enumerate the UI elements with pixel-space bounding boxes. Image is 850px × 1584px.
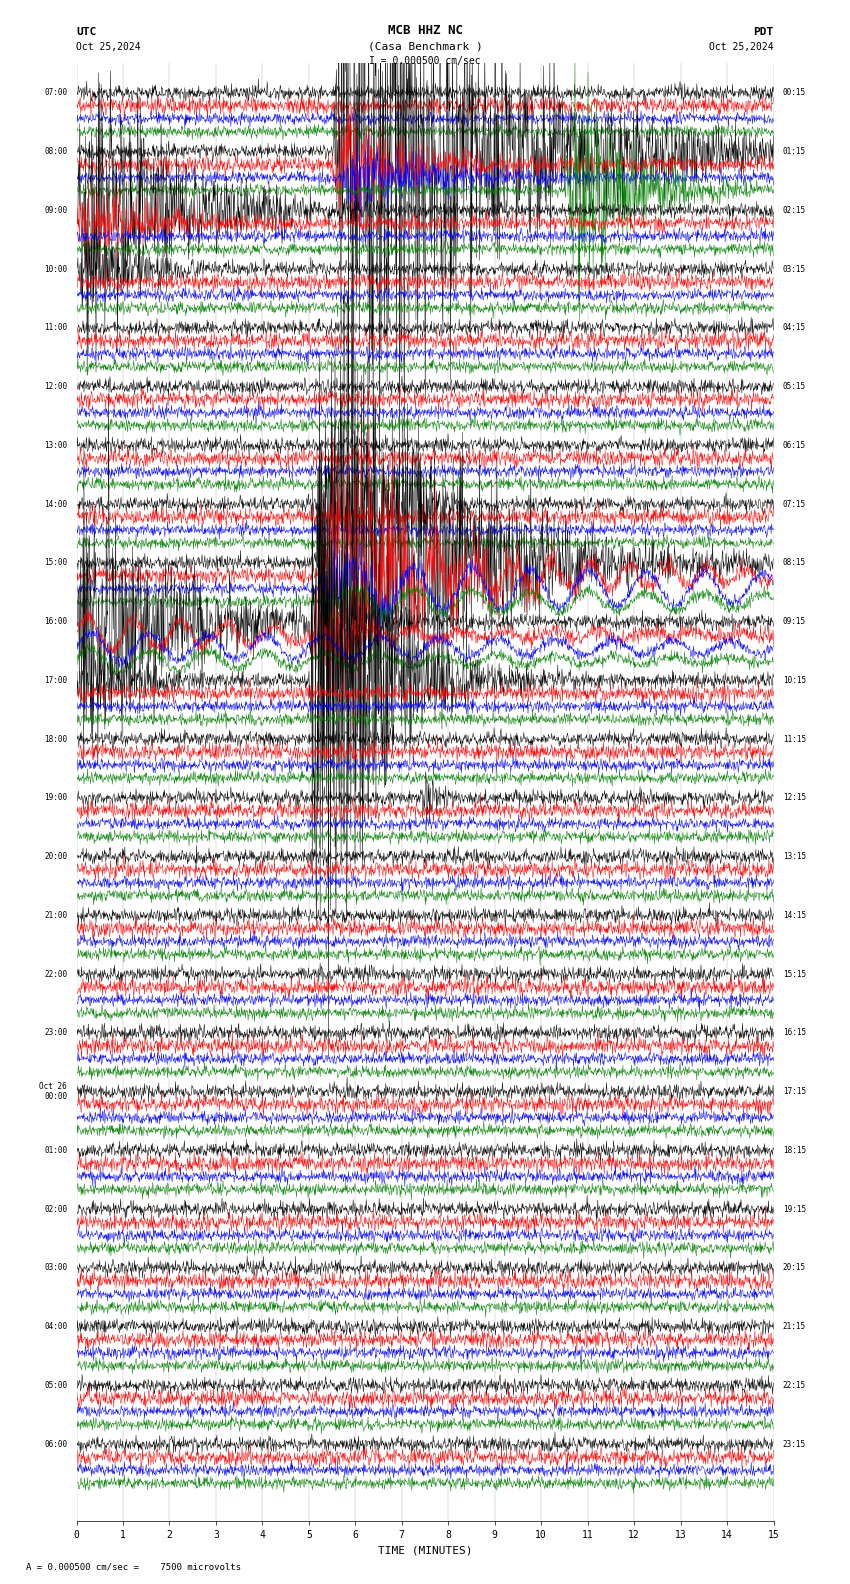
Text: 00:15: 00:15	[783, 89, 806, 97]
Text: 08:15: 08:15	[783, 558, 806, 567]
Text: I = 0.000500 cm/sec: I = 0.000500 cm/sec	[369, 57, 481, 67]
Text: 22:00: 22:00	[44, 969, 67, 979]
Text: (Casa Benchmark ): (Casa Benchmark )	[367, 41, 483, 52]
Text: 15:00: 15:00	[44, 558, 67, 567]
Text: 12:15: 12:15	[783, 794, 806, 803]
Text: 20:15: 20:15	[783, 1264, 806, 1272]
Text: 07:00: 07:00	[44, 89, 67, 97]
Text: 01:15: 01:15	[783, 147, 806, 155]
Text: MCB HHZ NC: MCB HHZ NC	[388, 24, 462, 36]
Text: 03:15: 03:15	[783, 265, 806, 274]
Text: 09:00: 09:00	[44, 206, 67, 215]
Text: 20:00: 20:00	[44, 852, 67, 862]
Text: 06:15: 06:15	[783, 440, 806, 450]
Text: 19:15: 19:15	[783, 1205, 806, 1213]
Text: 04:00: 04:00	[44, 1323, 67, 1331]
Text: 02:15: 02:15	[783, 206, 806, 215]
Text: 03:00: 03:00	[44, 1264, 67, 1272]
Text: 02:00: 02:00	[44, 1205, 67, 1213]
Text: 23:15: 23:15	[783, 1440, 806, 1449]
Text: 14:00: 14:00	[44, 499, 67, 508]
Text: 04:15: 04:15	[783, 323, 806, 333]
Text: A = 0.000500 cm/sec =    7500 microvolts: A = 0.000500 cm/sec = 7500 microvolts	[26, 1562, 241, 1571]
Text: 18:00: 18:00	[44, 735, 67, 743]
Text: 23:00: 23:00	[44, 1028, 67, 1038]
Text: 01:00: 01:00	[44, 1145, 67, 1155]
Text: 11:15: 11:15	[783, 735, 806, 743]
Text: 11:00: 11:00	[44, 323, 67, 333]
Text: Oct 25,2024: Oct 25,2024	[76, 41, 141, 52]
Text: 05:15: 05:15	[783, 382, 806, 391]
Text: 05:00: 05:00	[44, 1381, 67, 1391]
Text: 21:15: 21:15	[783, 1323, 806, 1331]
Text: 17:00: 17:00	[44, 676, 67, 684]
Text: 12:00: 12:00	[44, 382, 67, 391]
Text: 16:00: 16:00	[44, 618, 67, 626]
Text: 06:00: 06:00	[44, 1440, 67, 1449]
Text: Oct 26
00:00: Oct 26 00:00	[39, 1082, 67, 1101]
Text: UTC: UTC	[76, 27, 97, 36]
Text: 22:15: 22:15	[783, 1381, 806, 1391]
Text: Oct 25,2024: Oct 25,2024	[709, 41, 774, 52]
Text: 10:15: 10:15	[783, 676, 806, 684]
Text: 18:15: 18:15	[783, 1145, 806, 1155]
X-axis label: TIME (MINUTES): TIME (MINUTES)	[377, 1546, 473, 1555]
Text: 10:00: 10:00	[44, 265, 67, 274]
Text: 13:00: 13:00	[44, 440, 67, 450]
Text: 14:15: 14:15	[783, 911, 806, 920]
Text: 15:15: 15:15	[783, 969, 806, 979]
Text: 13:15: 13:15	[783, 852, 806, 862]
Text: 16:15: 16:15	[783, 1028, 806, 1038]
Text: 09:15: 09:15	[783, 618, 806, 626]
Text: 07:15: 07:15	[783, 499, 806, 508]
Text: PDT: PDT	[753, 27, 774, 36]
Text: 08:00: 08:00	[44, 147, 67, 155]
Text: 19:00: 19:00	[44, 794, 67, 803]
Text: 17:15: 17:15	[783, 1087, 806, 1096]
Text: 21:00: 21:00	[44, 911, 67, 920]
